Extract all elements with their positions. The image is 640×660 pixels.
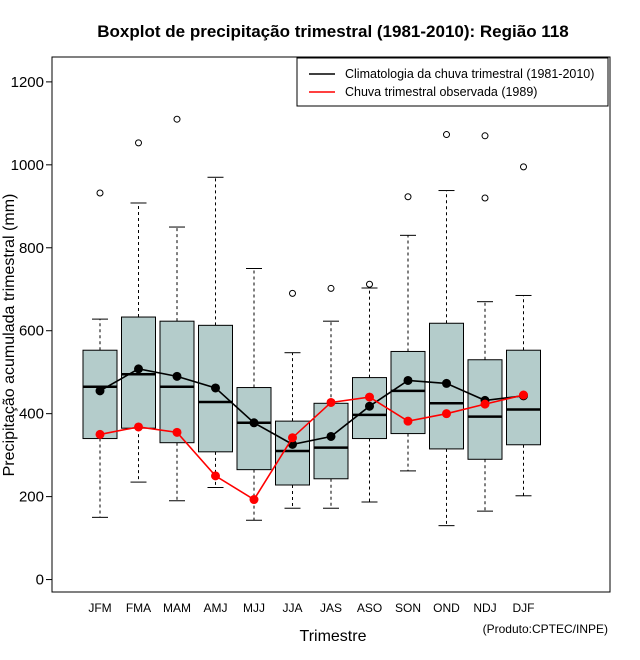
outlier-JAS-0 <box>327 284 335 292</box>
plot-area: 0 200 400 600 800 1000 1200 JFM FMA MAM AMJ MJJ JJA J… <box>11 56 611 615</box>
series-point-observed-AMJ <box>211 471 220 481</box>
outlier-DJF-0 <box>520 163 527 171</box>
credit-text: (Produto:CPTEC/INPE) <box>483 622 608 636</box>
x-tick-label-OND: OND <box>433 601 460 615</box>
series-point-climatology-FMA <box>134 364 143 374</box>
legend-entry-observed: Chuva trimestral observada (1989) <box>345 85 537 99</box>
outlier-NDJ-0 <box>481 194 489 202</box>
x-tick-label-JAS: JAS <box>320 601 342 615</box>
x-tick-label-ASO: ASO <box>357 601 382 615</box>
outlier-OND-0 <box>443 131 450 139</box>
series-line-climatology <box>99 368 524 446</box>
y-tick-label-0: 0 <box>36 572 44 589</box>
x-tick-label-FMA: FMA <box>126 601 151 615</box>
outlier-MAM-0 <box>173 115 181 123</box>
series-point-observed-SON <box>403 416 413 426</box>
outlier-ASO-0 <box>366 280 373 288</box>
outlier-JFM-0 <box>96 189 104 197</box>
y-tick-label-800: 800 <box>19 240 44 257</box>
x-tick-label-NDJ: NDJ <box>473 601 496 615</box>
series-line-observed <box>99 394 524 501</box>
box-MAM <box>159 320 195 444</box>
box-NDJ <box>467 359 503 460</box>
outlier-SON-0 <box>404 193 412 201</box>
x-tick-label-JJA: JJA <box>282 601 302 615</box>
box-JAS <box>313 402 349 480</box>
series-point-climatology-SON <box>403 375 413 385</box>
box-JJA <box>275 420 310 486</box>
y-tick-label-1000: 1000 <box>11 157 44 174</box>
series-point-observed-FMA <box>134 422 143 432</box>
legend-box <box>296 57 609 107</box>
x-tick-label-MJJ: MJJ <box>243 601 265 615</box>
y-axis-label: Precipitação acumulada trimestral (mm) <box>1 194 18 477</box>
series-point-climatology-OND <box>442 378 451 388</box>
x-tick-label-DJF: DJF <box>513 601 535 615</box>
series-point-climatology-ASO <box>365 401 374 411</box>
series-point-climatology-JFM <box>95 386 105 396</box>
y-tick-label-400: 400 <box>19 406 44 423</box>
series-point-observed-ASO <box>365 392 374 402</box>
series-point-observed-OND <box>442 409 451 419</box>
series-point-observed-MAM <box>172 427 182 437</box>
y-tick-label-1200: 1200 <box>11 74 44 91</box>
y-tick-label-200: 200 <box>19 489 44 506</box>
box-ASO <box>352 377 387 440</box>
legend-entry-climatology: Climatologia da chuva trimestral (1981-2… <box>345 67 594 81</box>
series-point-observed-NDJ <box>480 399 490 409</box>
series-point-climatology-JAS <box>326 431 336 441</box>
series-point-observed-MJJ <box>249 495 259 505</box>
x-tick-label-SON: SON <box>395 601 421 615</box>
x-tick-label-AMJ: AMJ <box>204 601 228 615</box>
series-point-observed-JFM <box>95 429 105 439</box>
series-point-climatology-MAM <box>172 371 182 381</box>
chart-title: Boxplot de precipitação trimestral (1981… <box>97 22 568 41</box>
y-tick-label-600: 600 <box>19 323 44 340</box>
series-point-observed-JAS <box>326 397 336 407</box>
series-point-climatology-MJJ <box>249 418 259 428</box>
series-point-observed-DJF <box>519 390 528 400</box>
legend: Climatologia da chuva trimestral (1981-2… <box>296 57 609 107</box>
series-point-climatology-AMJ <box>211 383 220 393</box>
outlier-JJA-0 <box>289 289 296 297</box>
x-tick-label-JFM: JFM <box>88 601 111 615</box>
x-axis-label: Trimestre <box>300 628 367 645</box>
outlier-FMA-0 <box>135 139 142 147</box>
series-point-observed-JJA <box>288 433 297 443</box>
plot-frame <box>51 56 611 593</box>
outlier-NDJ-1 <box>481 132 489 140</box>
x-tick-label-MAM: MAM <box>163 601 191 615</box>
